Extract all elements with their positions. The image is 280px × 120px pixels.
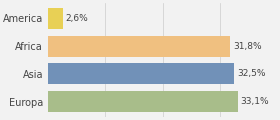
- Text: 32,5%: 32,5%: [237, 69, 266, 78]
- Text: 2,6%: 2,6%: [66, 14, 88, 23]
- Bar: [48, 36, 230, 57]
- Text: 33,1%: 33,1%: [241, 97, 269, 106]
- Bar: [48, 8, 63, 29]
- Bar: [48, 91, 238, 112]
- Bar: [48, 63, 234, 84]
- Text: 31,8%: 31,8%: [233, 42, 262, 51]
